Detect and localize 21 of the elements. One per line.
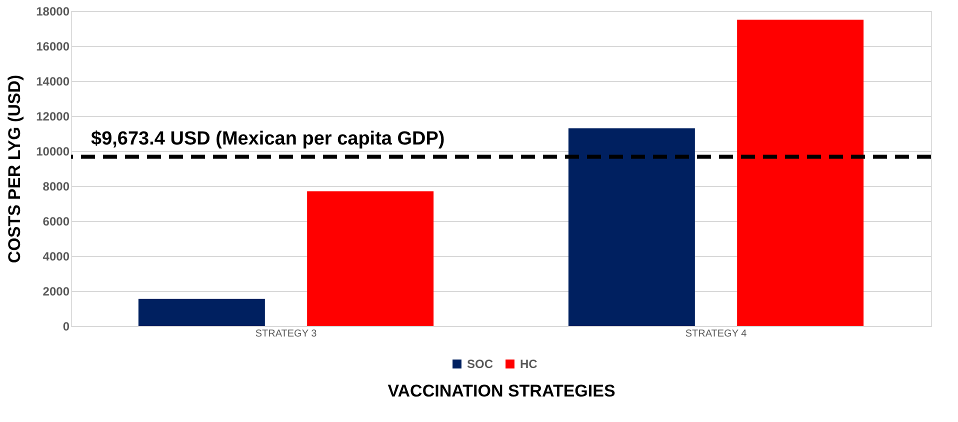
y-tick-label: 2000 [42, 284, 70, 298]
bar [737, 20, 864, 326]
ref-line-label: $9,673.4 USD (Mexican per capita GDP) [91, 128, 445, 150]
y-axis-title: COSTS PER LYG (USD) [5, 74, 24, 264]
y-tick-label: 12000 [36, 110, 70, 124]
y-tick-label: 14000 [36, 74, 70, 88]
x-axis-title: VACCINATION STRATEGIES [388, 382, 616, 400]
y-tick-label: 4000 [42, 250, 70, 264]
y-tick-label: 10000 [36, 144, 70, 158]
y-tick-label: 8000 [42, 180, 70, 194]
y-tick-label: 18000 [36, 4, 70, 18]
y-tick-label: 6000 [42, 214, 70, 228]
y-tick-label: 0 [62, 320, 70, 334]
bar [568, 128, 695, 326]
legend-label: HC [520, 357, 538, 371]
y-tick-label: 16000 [36, 40, 70, 54]
x-tick-label: STRATEGY 3 [255, 328, 318, 340]
bar [138, 298, 265, 326]
x-tick-label: STRATEGY 4 [685, 328, 748, 340]
legend-label: SOC [467, 357, 494, 371]
bar [307, 191, 434, 326]
